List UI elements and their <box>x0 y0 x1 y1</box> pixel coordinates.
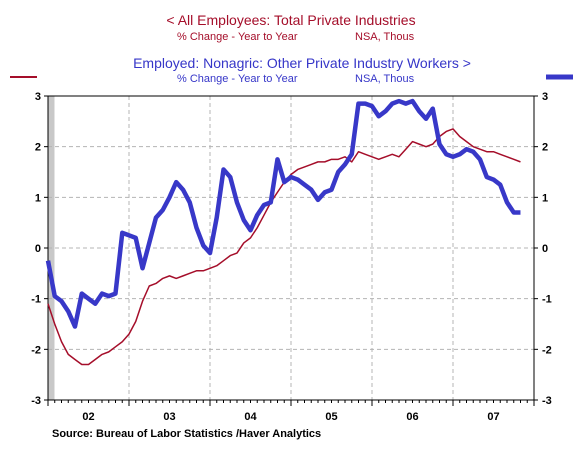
series1-title: < All Employees: Total Private Industrie… <box>166 12 415 28</box>
y-left-tick-label: 1 <box>35 192 41 204</box>
x-tick-label: 04 <box>244 411 257 423</box>
y-left-tick-label: -1 <box>31 294 41 306</box>
y-left-tick-label: 2 <box>35 142 41 154</box>
tick-marks <box>44 95 538 406</box>
x-tick-label: 03 <box>163 411 175 423</box>
series2-unit: NSA, Thous <box>355 73 415 85</box>
y-right-tick-label: 0 <box>542 243 548 255</box>
x-tick-label: 07 <box>487 411 499 423</box>
y-right-tick-label: -2 <box>542 344 552 356</box>
tick-labels: -3 -2 -1 0 1 2 3 -3 -2 -1 0 1 2 3 02 03 04 05 06 07 <box>31 91 552 423</box>
source-note: Source: Bureau of Labor Statistics /Have… <box>52 428 321 440</box>
series2-title: Employed: Nonagric: Other Private Indust… <box>133 55 471 71</box>
y-left-tick-label: 3 <box>35 91 41 103</box>
y-left-tick-label: 0 <box>35 243 41 255</box>
x-tick-label: 06 <box>406 411 418 423</box>
y-right-tick-label: 1 <box>542 192 548 204</box>
y-right-tick-label: 3 <box>542 91 548 103</box>
series-layer <box>45 98 521 366</box>
y-right-tick-label: 2 <box>542 142 548 154</box>
series2-subtitle: % Change - Year to Year <box>177 73 298 85</box>
grid <box>48 96 534 400</box>
y-right-tick-label: -1 <box>542 294 552 306</box>
y-left-tick-label: -2 <box>31 344 41 356</box>
series1-unit: NSA, Thous <box>355 31 415 43</box>
y-left-tick-label: -3 <box>31 395 41 407</box>
x-tick-label: 02 <box>82 411 94 423</box>
y-right-tick-label: -3 <box>542 395 552 407</box>
series1-subtitle: % Change - Year to Year <box>177 31 298 43</box>
x-tick-label: 05 <box>325 411 337 423</box>
series2-line <box>45 98 521 329</box>
